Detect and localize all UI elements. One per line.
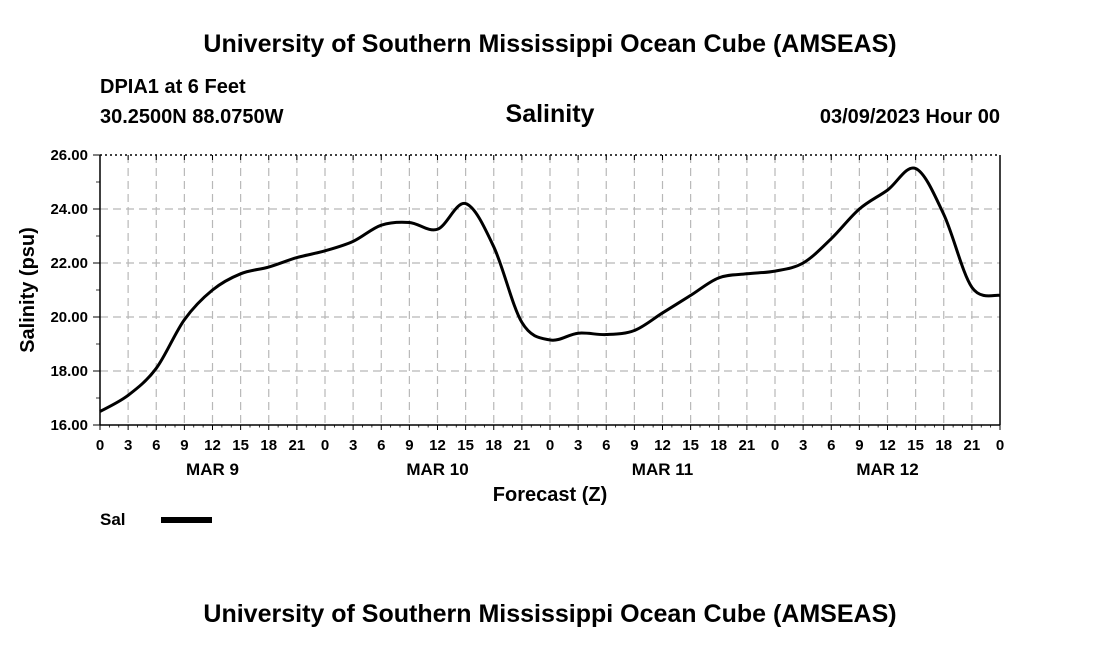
x-tick-label: 0 xyxy=(96,437,104,454)
y-axis-title: Salinity (psu) xyxy=(17,227,39,353)
x-tick-label: 6 xyxy=(827,437,835,454)
x-tick-label: 3 xyxy=(799,437,807,454)
x-tick-label: 15 xyxy=(457,437,474,454)
x-axis-title: Forecast (Z) xyxy=(493,484,607,506)
x-tick-label: 18 xyxy=(485,437,502,454)
date-label: MAR 9 xyxy=(186,460,239,479)
x-tick-label: 12 xyxy=(429,437,446,454)
x-tick-label: 18 xyxy=(935,437,952,454)
x-tick-label: 12 xyxy=(654,437,671,454)
x-tick-label: 6 xyxy=(152,437,160,454)
date-label: MAR 10 xyxy=(406,460,468,479)
x-tick-label: 0 xyxy=(321,437,329,454)
x-tick-label: 9 xyxy=(855,437,863,454)
x-tick-label: 6 xyxy=(602,437,610,454)
x-tick-label: 0 xyxy=(546,437,554,454)
x-tick-label: 12 xyxy=(879,437,896,454)
x-tick-label: 21 xyxy=(289,437,306,454)
date-label: MAR 12 xyxy=(856,460,918,479)
legend-label: Sal xyxy=(100,510,126,529)
x-tick-label: 18 xyxy=(710,437,727,454)
x-tick-label: 9 xyxy=(630,437,638,454)
y-tick-label: 22.00 xyxy=(50,255,88,272)
x-tick-label: 21 xyxy=(514,437,531,454)
x-tick-label: 9 xyxy=(180,437,188,454)
x-tick-label: 15 xyxy=(682,437,699,454)
x-tick-label: 15 xyxy=(232,437,249,454)
series-line-sal xyxy=(99,166,1001,413)
x-tick-label: 0 xyxy=(996,437,1004,454)
x-tick-label: 0 xyxy=(771,437,779,454)
x-tick-label: 3 xyxy=(124,437,132,454)
x-tick-label: 18 xyxy=(260,437,277,454)
x-tick-label: 21 xyxy=(964,437,981,454)
x-tick-label: 21 xyxy=(739,437,756,454)
y-tick-label: 24.00 xyxy=(50,201,88,218)
x-tick-label: 3 xyxy=(349,437,357,454)
x-tick-label: 15 xyxy=(907,437,924,454)
y-tick-label: 20.00 xyxy=(50,309,88,326)
page-title: University of Southern Mississippi Ocean… xyxy=(203,30,897,58)
footer-title: University of Southern Mississippi Ocean… xyxy=(203,600,897,628)
y-tick-label: 18.00 xyxy=(50,363,88,380)
station-coordinates: 30.2500N 88.0750W xyxy=(100,106,284,128)
x-tick-label: 6 xyxy=(377,437,385,454)
forecast-datetime: 03/09/2023 Hour 00 xyxy=(819,106,1000,128)
date-label: MAR 11 xyxy=(632,460,693,479)
plot-title: Salinity xyxy=(505,100,595,128)
x-tick-label: 12 xyxy=(204,437,221,454)
station-label: DPIA1 at 6 Feet xyxy=(100,76,246,98)
y-tick-label: 26.00 xyxy=(50,147,88,164)
x-tick-label: 3 xyxy=(574,437,582,454)
y-tick-label: 16.00 xyxy=(50,417,88,434)
x-tick-label: 9 xyxy=(405,437,413,454)
